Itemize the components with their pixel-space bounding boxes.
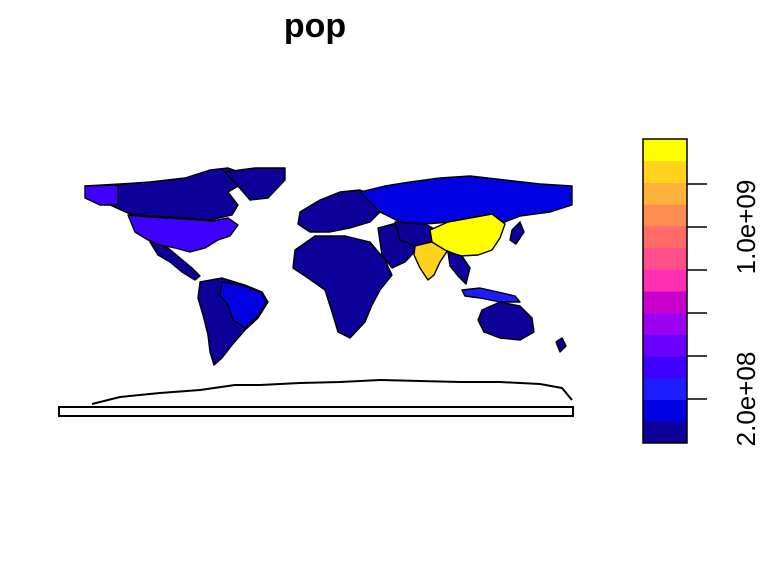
region-china (429, 213, 506, 257)
legend-color-cell (643, 334, 687, 357)
legend-color-cell (643, 182, 687, 205)
legend-frame (642, 138, 688, 444)
region-usa (127, 214, 239, 253)
region-indonesia (461, 287, 521, 303)
region-greenland (224, 167, 286, 201)
legend-color-cell (643, 247, 687, 270)
legend-color-cell (643, 312, 687, 335)
region-europe (297, 189, 381, 233)
region-brazil (219, 281, 268, 329)
map-title: pop (284, 7, 346, 45)
region-japan (509, 221, 525, 245)
legend-color-cell (643, 421, 687, 444)
legend-color-cell (643, 225, 687, 249)
legend-color-cell (643, 269, 687, 292)
legend-color-cell (643, 399, 687, 422)
legend-color-cell (643, 160, 687, 183)
legend-tick-label-low: 2.0e+08 (731, 352, 761, 447)
legend-color-cell (643, 139, 687, 162)
legend-color-bar (643, 139, 687, 444)
world-map (84, 167, 573, 405)
map-bottom-strip (58, 406, 574, 417)
region-alaska (84, 184, 119, 206)
region-africa (292, 235, 393, 339)
legend-color-cell (643, 356, 687, 379)
region-se-asia (447, 251, 471, 285)
legend-color-cell (643, 377, 687, 401)
legend-color-cell (643, 204, 687, 227)
region-canada (84, 167, 246, 221)
legend-tick-label-high: 1.0e+09 (731, 180, 761, 275)
region-australia (477, 301, 535, 341)
region-antarctica (91, 379, 573, 405)
region-russia (359, 175, 573, 225)
region-mexico (149, 241, 201, 281)
region-new-zealand (555, 337, 567, 353)
legend-color-cell (643, 291, 687, 314)
